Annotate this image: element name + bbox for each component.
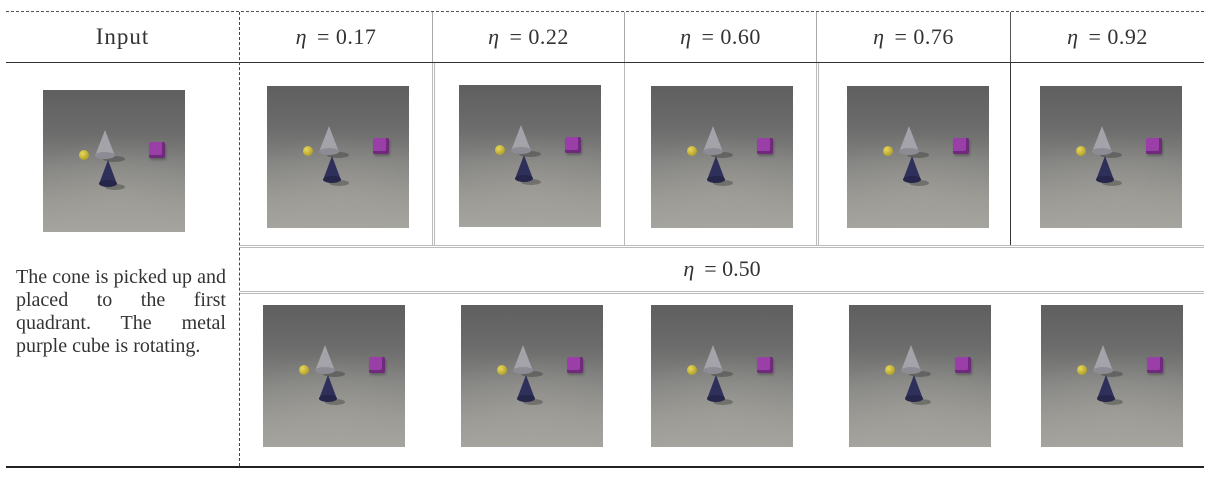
purple-cube xyxy=(757,357,773,373)
gray-cone xyxy=(511,125,531,154)
purple-cube xyxy=(1146,138,1162,154)
input-column-header: Input xyxy=(95,24,150,49)
purple-cube xyxy=(1147,357,1163,373)
yellow-sphere xyxy=(299,365,309,375)
generated-scene-image xyxy=(1040,86,1182,228)
eta-column-header: η = 0.92 xyxy=(1011,14,1204,60)
eta-value: = 0.76 xyxy=(894,24,954,49)
table-bottom-rule xyxy=(6,466,1204,468)
yellow-sphere xyxy=(1076,146,1086,156)
eta-symbol: η xyxy=(295,24,307,49)
gray-cone xyxy=(95,130,115,159)
eta-value: = 0.22 xyxy=(509,24,569,49)
input-scene-image xyxy=(43,90,185,232)
row-separator-rule xyxy=(240,245,1204,248)
blue-cone xyxy=(517,375,535,402)
purple-cube xyxy=(369,357,385,373)
purple-cube xyxy=(953,138,969,154)
column-divider xyxy=(432,12,433,62)
gray-cone xyxy=(899,126,919,155)
yellow-sphere xyxy=(303,146,313,156)
gray-cone xyxy=(319,126,339,155)
yellow-sphere xyxy=(687,146,697,156)
eta-symbol: η xyxy=(680,24,692,49)
generated-scene-image xyxy=(461,305,603,447)
yellow-sphere xyxy=(687,365,697,375)
blue-cone xyxy=(707,375,725,402)
blue-cone xyxy=(903,156,921,183)
input-description: The cone is picked up and placed to the … xyxy=(16,266,226,357)
eta-row-header: η = 0.50 xyxy=(240,250,1204,288)
eta-column-header: η = 0.60 xyxy=(625,14,816,60)
eta-value: = 0.60 xyxy=(701,24,761,49)
gray-cone xyxy=(703,345,723,374)
generated-scene-image xyxy=(651,305,793,447)
generated-scene-image xyxy=(849,305,991,447)
header-rule xyxy=(6,62,1204,63)
yellow-sphere xyxy=(79,150,89,160)
purple-cube xyxy=(955,357,971,373)
eta-value: = 0.92 xyxy=(1088,24,1148,49)
eta-symbol: η xyxy=(1067,24,1079,49)
gray-cone xyxy=(315,345,335,374)
table-top-rule xyxy=(6,11,1204,12)
eta-symbol: η xyxy=(683,256,695,281)
blue-cone xyxy=(323,156,341,183)
blue-cone xyxy=(319,375,337,402)
eta-value: = 0.50 xyxy=(704,256,761,281)
gray-cone xyxy=(703,126,723,155)
yellow-sphere xyxy=(495,145,505,155)
gray-cone xyxy=(1092,126,1112,155)
column-divider xyxy=(816,63,819,245)
purple-cube xyxy=(567,357,583,373)
blue-cone xyxy=(515,155,533,182)
yellow-sphere xyxy=(497,365,507,375)
yellow-sphere xyxy=(883,146,893,156)
gray-cone xyxy=(1093,345,1113,374)
blue-cone xyxy=(905,375,923,402)
purple-cube xyxy=(757,138,773,154)
eta-column-header: η = 0.17 xyxy=(240,14,432,60)
generated-scene-image xyxy=(459,85,601,227)
blue-cone xyxy=(1097,375,1115,402)
eta-row-rule xyxy=(240,291,1204,294)
generated-scene-image xyxy=(1041,305,1183,447)
yellow-sphere xyxy=(885,365,895,375)
generated-scene-image xyxy=(847,86,989,228)
purple-cube xyxy=(373,138,389,154)
yellow-sphere xyxy=(1077,365,1087,375)
eta-column-header: η = 0.76 xyxy=(817,14,1010,60)
input-column-divider xyxy=(239,12,240,466)
eta-value: = 0.17 xyxy=(317,24,377,49)
column-divider xyxy=(1010,63,1011,245)
column-divider xyxy=(816,12,817,62)
generated-scene-image xyxy=(263,305,405,447)
column-divider xyxy=(624,12,625,62)
column-divider xyxy=(432,63,435,245)
blue-cone xyxy=(99,160,117,187)
generated-scene-image xyxy=(651,86,793,228)
blue-cone xyxy=(707,156,725,183)
eta-column-header: η = 0.22 xyxy=(433,14,624,60)
purple-cube xyxy=(149,142,165,158)
column-divider xyxy=(624,63,625,245)
eta-symbol: η xyxy=(488,24,500,49)
column-divider xyxy=(1010,12,1011,62)
gray-cone xyxy=(901,345,921,374)
blue-cone xyxy=(1096,156,1114,183)
generated-scene-image xyxy=(267,86,409,228)
eta-symbol: η xyxy=(873,24,885,49)
purple-cube xyxy=(565,137,581,153)
gray-cone xyxy=(513,345,533,374)
